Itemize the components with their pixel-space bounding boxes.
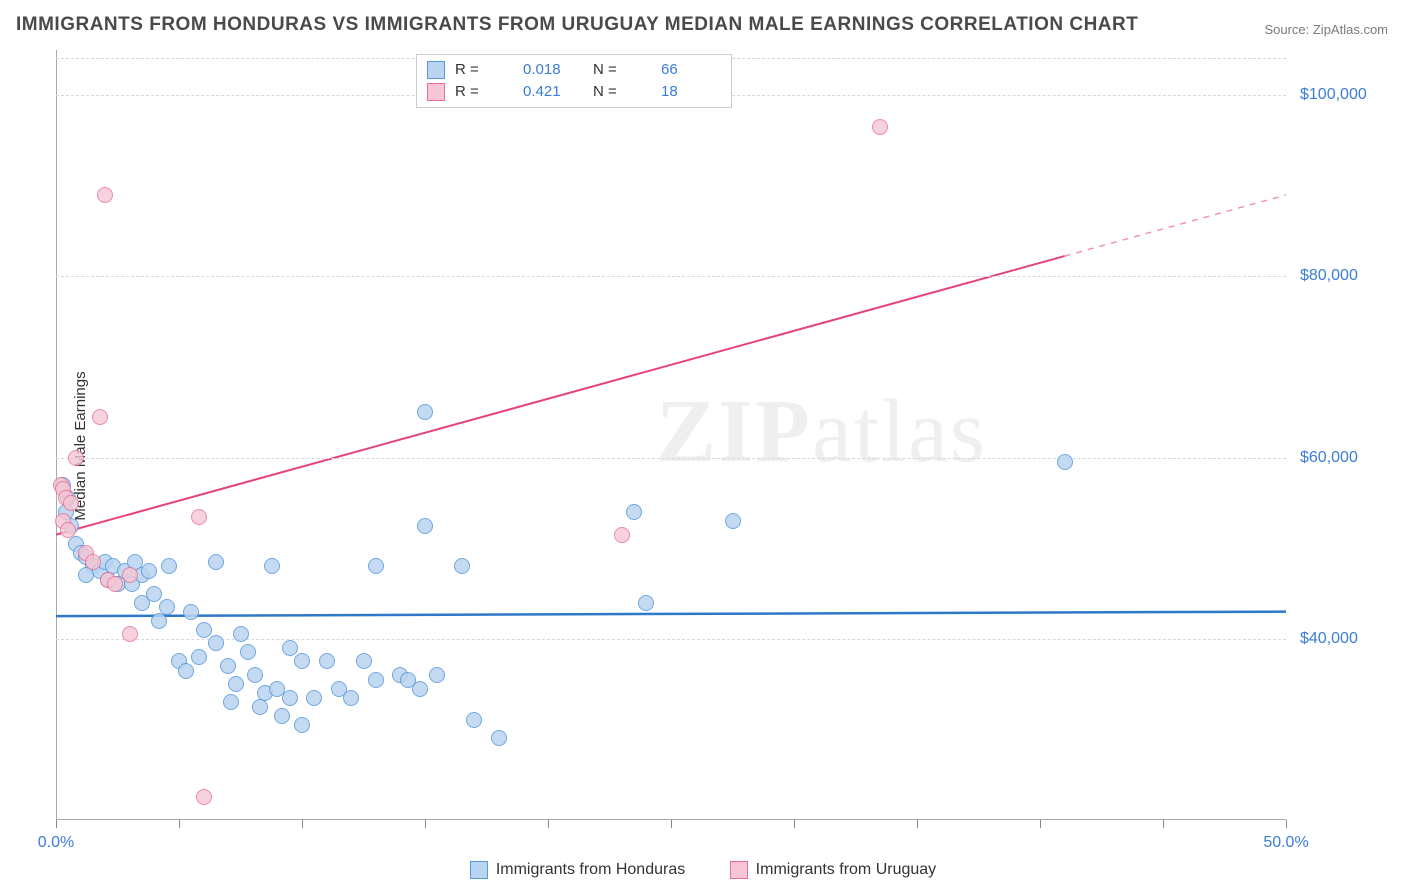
data-point — [223, 694, 239, 710]
legend-n-label: N = — [593, 59, 651, 81]
data-point — [122, 567, 138, 583]
data-point — [107, 576, 123, 592]
data-point — [282, 640, 298, 656]
data-point — [68, 450, 84, 466]
x-tick-label-end: 50.0% — [1263, 834, 1308, 852]
data-point — [196, 622, 212, 638]
swatch-icon — [427, 61, 445, 79]
data-point — [417, 404, 433, 420]
data-point — [191, 649, 207, 665]
data-point — [161, 558, 177, 574]
data-point — [252, 699, 268, 715]
data-point — [626, 504, 642, 520]
legend-row: R = 0.421 N = 18 — [427, 81, 721, 103]
legend-n-value: 66 — [661, 59, 721, 81]
data-point — [208, 554, 224, 570]
data-point — [183, 604, 199, 620]
data-point — [178, 663, 194, 679]
x-tick — [179, 820, 180, 828]
data-point — [429, 667, 445, 683]
gridline — [56, 458, 1286, 459]
legend-label: Immigrants from Uruguay — [756, 861, 937, 879]
y-tick-label: $60,000 — [1300, 449, 1358, 467]
data-point — [85, 554, 101, 570]
gridline — [56, 276, 1286, 277]
x-tick — [302, 820, 303, 828]
swatch-icon — [470, 861, 488, 879]
watermark: ZIPatlas — [656, 380, 987, 483]
data-point — [466, 712, 482, 728]
y-axis-line — [56, 50, 57, 820]
data-point — [282, 690, 298, 706]
data-point — [63, 495, 79, 511]
y-tick-label: $100,000 — [1300, 86, 1367, 104]
x-tick — [1040, 820, 1041, 828]
data-point — [240, 644, 256, 660]
data-point — [92, 409, 108, 425]
trend-lines — [56, 50, 1286, 820]
x-tick — [548, 820, 549, 828]
data-point — [122, 626, 138, 642]
data-point — [97, 187, 113, 203]
data-point — [294, 653, 310, 669]
legend-row: R = 0.018 N = 66 — [427, 59, 721, 81]
x-tick-label-start: 0.0% — [38, 834, 74, 852]
data-point — [294, 717, 310, 733]
data-point — [1057, 454, 1073, 470]
data-point — [725, 513, 741, 529]
legend-item-uruguay: Immigrants from Uruguay — [730, 861, 937, 879]
legend-label: Immigrants from Honduras — [496, 861, 685, 879]
data-point — [319, 653, 335, 669]
legend-r-value: 0.421 — [523, 81, 583, 103]
data-point — [151, 613, 167, 629]
legend-n-label: N = — [593, 81, 651, 103]
data-point — [208, 635, 224, 651]
x-tick — [794, 820, 795, 828]
correlation-legend: R = 0.018 N = 66 R = 0.421 N = 18 — [416, 54, 732, 108]
x-tick — [1286, 820, 1287, 828]
data-point — [368, 558, 384, 574]
x-tick — [56, 820, 57, 828]
legend-r-label: R = — [455, 59, 513, 81]
legend-item-honduras: Immigrants from Honduras — [470, 861, 685, 879]
x-tick — [917, 820, 918, 828]
swatch-icon — [730, 861, 748, 879]
legend-r-label: R = — [455, 81, 513, 103]
data-point — [412, 681, 428, 697]
data-point — [356, 653, 372, 669]
legend-r-value: 0.018 — [523, 59, 583, 81]
data-point — [368, 672, 384, 688]
data-point — [60, 522, 76, 538]
data-point — [191, 509, 207, 525]
data-point — [220, 658, 236, 674]
data-point — [247, 667, 263, 683]
data-point — [78, 567, 94, 583]
data-point — [264, 558, 280, 574]
data-point — [146, 586, 162, 602]
data-point — [872, 119, 888, 135]
data-point — [491, 730, 507, 746]
data-point — [306, 690, 322, 706]
data-point — [454, 558, 470, 574]
source-attribution: Source: ZipAtlas.com — [1264, 22, 1388, 37]
y-tick-label: $40,000 — [1300, 630, 1358, 648]
x-tick — [1163, 820, 1164, 828]
data-point — [638, 595, 654, 611]
swatch-icon — [427, 83, 445, 101]
scatter-chart: ZIPatlas — [56, 50, 1286, 820]
data-point — [228, 676, 244, 692]
legend-n-value: 18 — [661, 81, 721, 103]
x-tick — [425, 820, 426, 828]
data-point — [614, 527, 630, 543]
data-point — [196, 789, 212, 805]
chart-title: IMMIGRANTS FROM HONDURAS VS IMMIGRANTS F… — [16, 14, 1138, 36]
data-point — [417, 518, 433, 534]
data-point — [141, 563, 157, 579]
y-tick-label: $80,000 — [1300, 267, 1358, 285]
data-point — [233, 626, 249, 642]
x-tick — [671, 820, 672, 828]
series-legend: Immigrants from Honduras Immigrants from… — [0, 861, 1406, 884]
data-point — [343, 690, 359, 706]
data-point — [274, 708, 290, 724]
